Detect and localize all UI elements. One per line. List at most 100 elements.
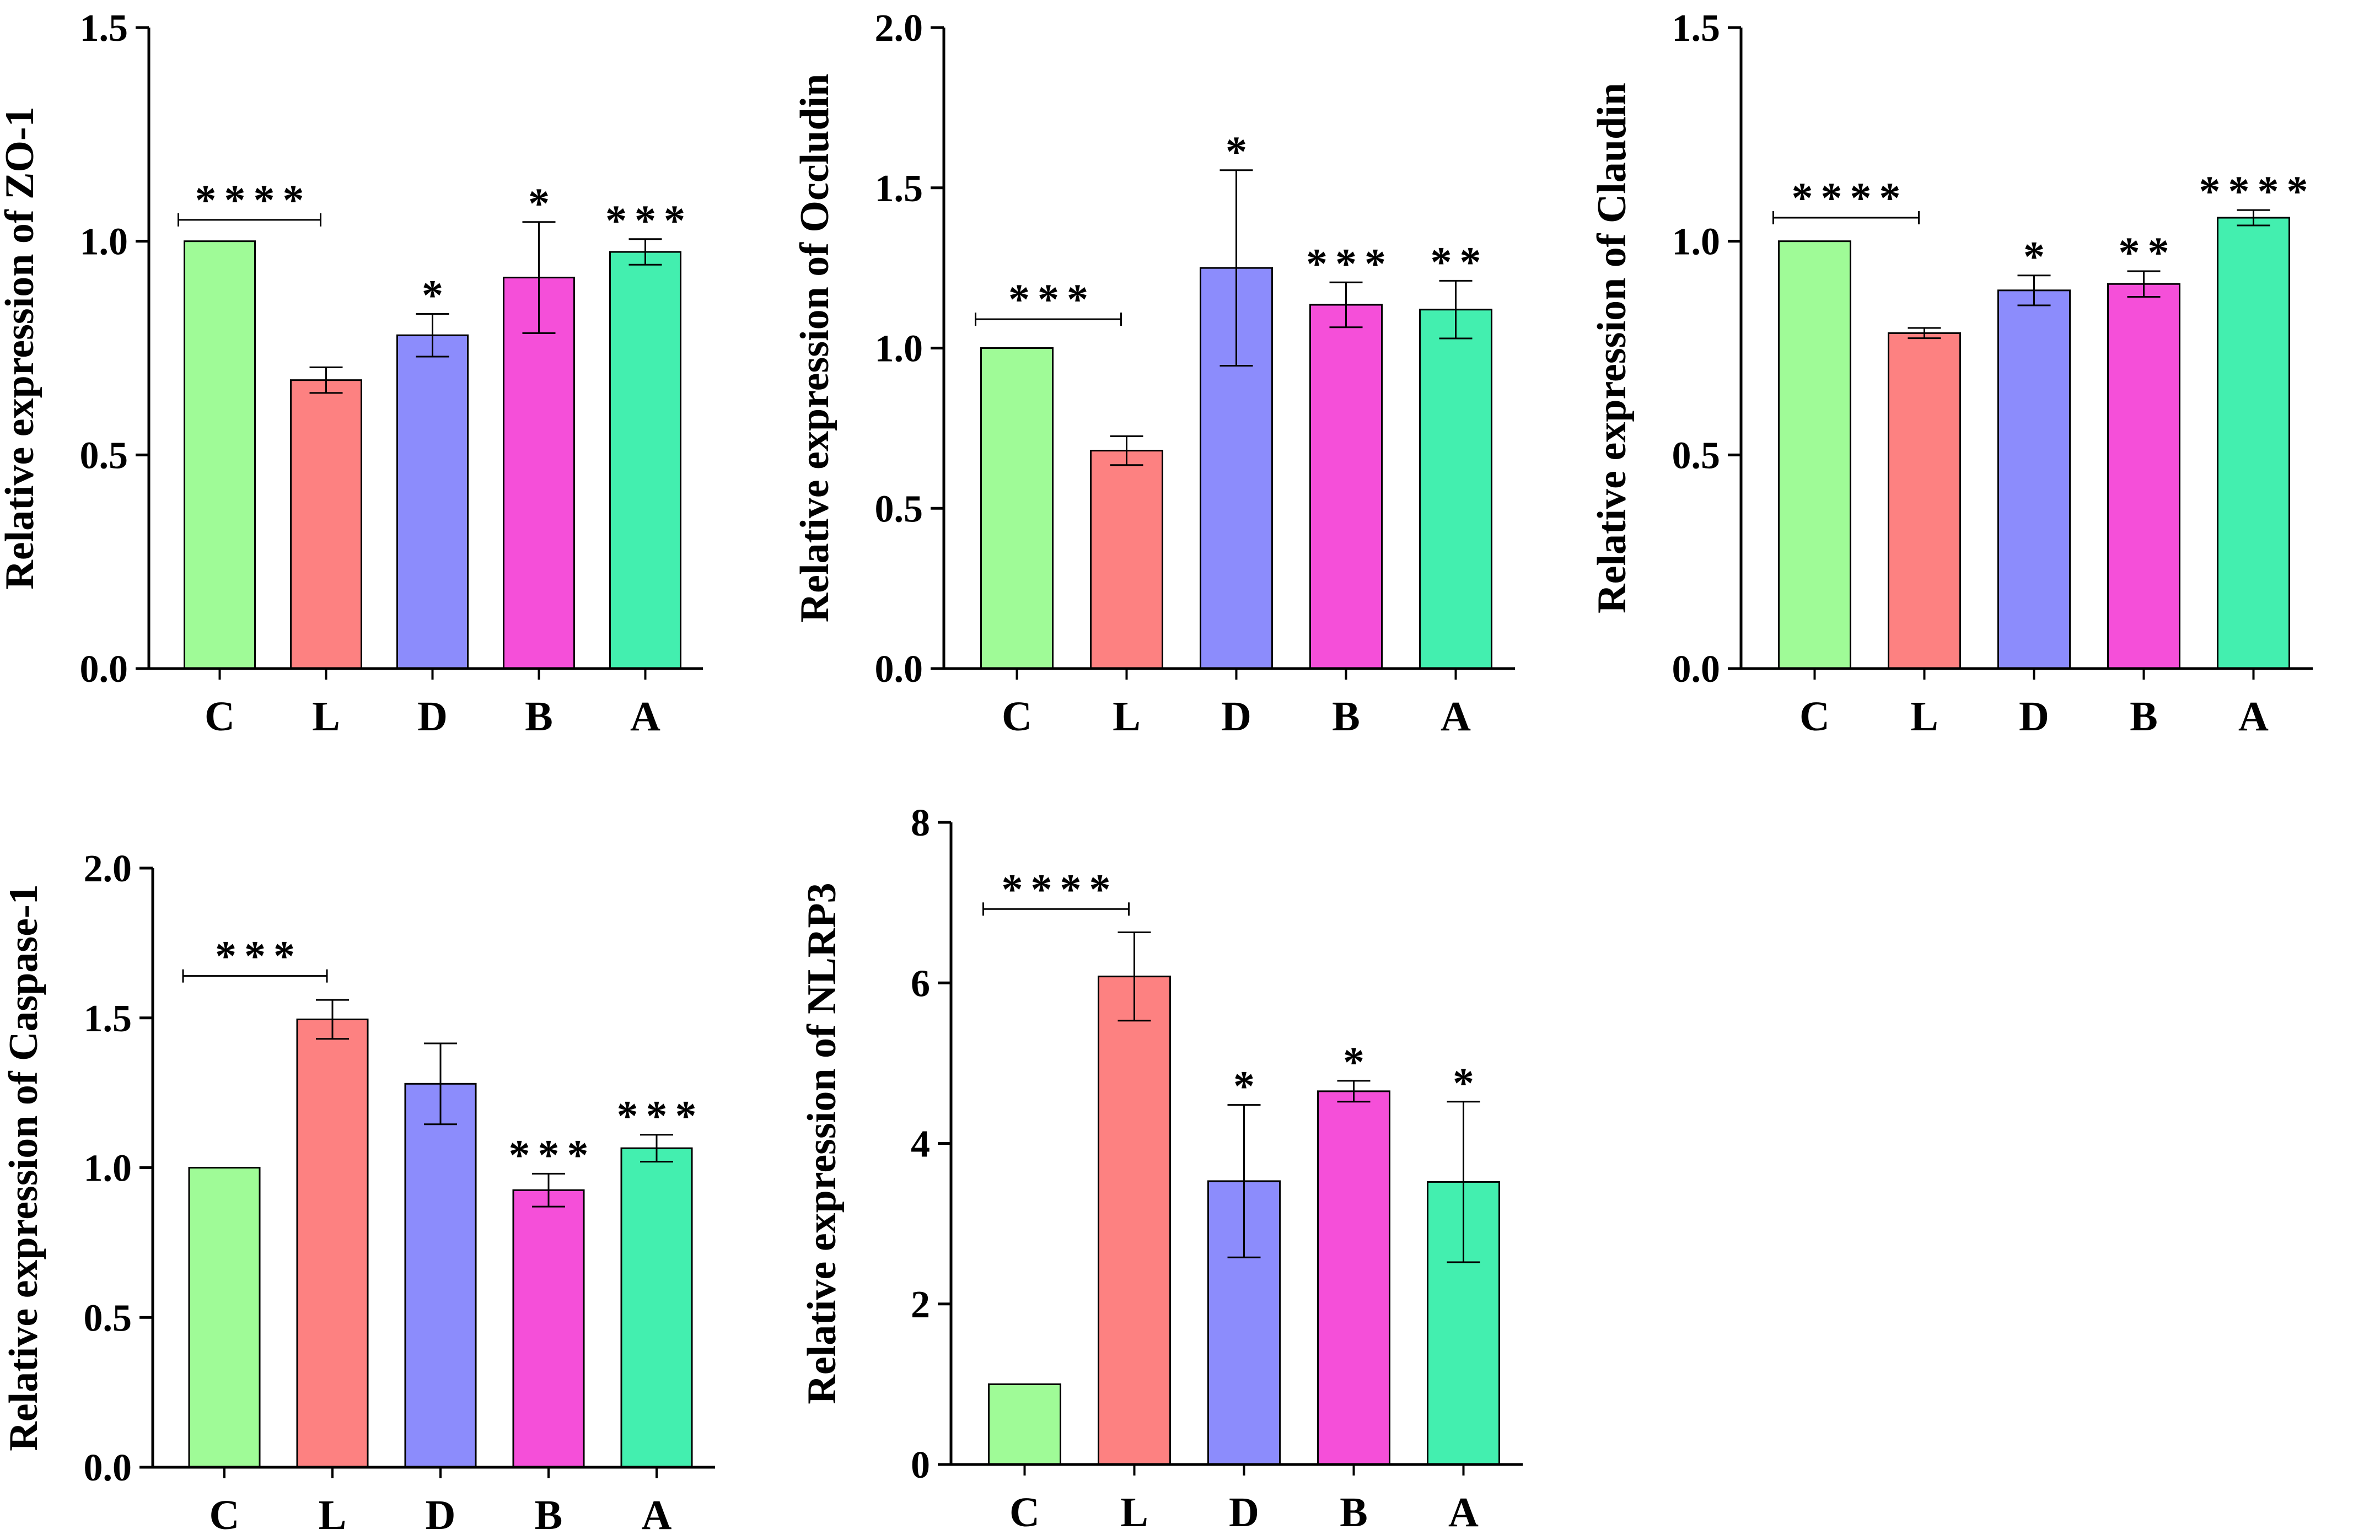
significance-label-B: *** (1306, 239, 1394, 287)
category-label-B: B (1340, 1489, 1368, 1536)
y-tick-label: 1.5 (1672, 7, 1721, 50)
bar-B (503, 277, 575, 670)
category-label-C: C (205, 693, 235, 740)
bar-B (1317, 1090, 1390, 1466)
comparison-significance-label: **** (1792, 174, 1909, 222)
bar-B (1309, 304, 1383, 670)
y-tick-label: 1.0 (80, 221, 128, 263)
significance-label-B: *** (509, 1130, 597, 1178)
bar-L (1098, 976, 1171, 1466)
category-label-L: L (1120, 1489, 1148, 1536)
category-label-A: A (1448, 1489, 1479, 1536)
y-axis-title: Relative expression of Claudin (1589, 83, 1635, 613)
significance-label-A: * (1453, 1059, 1482, 1107)
y-tick-label: 0.0 (875, 648, 923, 691)
category-label-A: A (630, 693, 660, 740)
y-tick-label: 8 (911, 802, 930, 844)
category-label-D: D (1229, 1489, 1259, 1536)
comparison-significance-label: *** (215, 932, 303, 980)
bar-L (290, 379, 362, 670)
significance-label-B: * (1343, 1038, 1372, 1086)
bar-D (396, 334, 469, 670)
bar-D (1997, 289, 2071, 670)
category-label-L: L (1113, 693, 1141, 740)
y-tick-label: 1.5 (80, 7, 128, 50)
significance-label-B: * (528, 179, 557, 227)
bar-C (188, 1167, 261, 1468)
y-tick-label: 0.0 (1672, 648, 1721, 691)
y-tick-label: 0.0 (80, 648, 128, 691)
y-tick-label: 0.5 (875, 488, 923, 530)
category-label-C: C (1009, 1489, 1040, 1536)
panel-claudin: C L * D ** B **** A 0.0 0.5 1.0 1.5 Relative express… (1589, 7, 2316, 740)
category-label-L: L (319, 1492, 347, 1538)
category-label-A: A (1441, 693, 1471, 740)
significance-label-B: ** (2119, 228, 2177, 276)
category-label-A: A (642, 1492, 672, 1538)
y-tick-label: 2 (911, 1284, 930, 1326)
category-label-A: A (2238, 693, 2269, 740)
y-tick-label: 2.0 (84, 848, 132, 890)
comparison-significance-label: *** (1008, 275, 1096, 323)
category-label-D: D (426, 1492, 456, 1538)
significance-label-A: **** (2199, 167, 2316, 215)
y-tick-label: 1.0 (1672, 221, 1721, 263)
comparison-significance-label: **** (1002, 865, 1119, 913)
bar-L (1090, 450, 1163, 670)
y-tick-label: 1.0 (84, 1148, 132, 1190)
significance-label-D: * (1226, 127, 1255, 175)
category-label-B: B (525, 693, 553, 740)
comparison-significance-label: **** (195, 176, 312, 224)
significance-label-D: * (2023, 233, 2053, 281)
category-label-B: B (1332, 693, 1360, 740)
y-tick-label: 1.0 (875, 328, 923, 370)
significance-label-A: ** (1431, 238, 1489, 286)
category-label-B: B (535, 1492, 563, 1538)
y-tick-label: 1.5 (875, 168, 923, 210)
y-tick-label: 0.5 (1672, 434, 1721, 477)
bar-A (620, 1147, 693, 1468)
bar-C (980, 347, 1054, 670)
significance-label-A: *** (605, 196, 693, 244)
category-label-D: D (2019, 693, 2049, 740)
bar-D (404, 1083, 477, 1468)
panel-occludin: C L * D *** B ** A 0.0 0.5 1.0 1.5 2.0 Relative expre… (792, 7, 1515, 740)
significance-label-A: *** (617, 1092, 705, 1140)
y-tick-label: 4 (911, 1123, 930, 1166)
bar-C (988, 1383, 1061, 1466)
y-tick-label: 0.5 (80, 434, 128, 477)
y-axis-title: Relative expression of ZO-1 (0, 106, 42, 589)
category-label-D: D (417, 693, 448, 740)
panel-caspase1: C L D *** B *** A 0.0 0.5 1.0 1.5 2.0 Relative expre… (1, 848, 715, 1538)
bar-A (609, 251, 681, 670)
category-label-L: L (312, 693, 340, 740)
bar-B (512, 1189, 585, 1468)
category-label-L: L (1910, 693, 1938, 740)
y-tick-label: 1.5 (84, 998, 132, 1040)
y-axis-title: Relative expression of Occludin (792, 74, 837, 623)
bar-L (1888, 332, 1961, 670)
y-axis-title: Relative expression of NLRP3 (799, 882, 845, 1404)
category-label-D: D (1221, 693, 1251, 740)
y-tick-label: 0.5 (84, 1297, 132, 1339)
bar-C (184, 240, 256, 670)
y-tick-label: 0 (911, 1444, 930, 1487)
category-label-C: C (1799, 693, 1830, 740)
y-tick-label: 0.0 (84, 1447, 132, 1489)
bar-A (2217, 217, 2290, 670)
category-label-C: C (1002, 693, 1032, 740)
significance-label-D: * (422, 271, 451, 319)
bar-B (2107, 283, 2180, 670)
category-label-C: C (209, 1492, 240, 1538)
bar-C (1778, 240, 1851, 670)
y-tick-label: 2.0 (875, 7, 923, 50)
significance-label-D: * (1233, 1062, 1262, 1110)
y-tick-label: 6 (911, 962, 930, 1005)
panel-nlrp3: C L * D * B * A 0 2 4 6 8 Relative expression of NLRP… (799, 802, 1523, 1536)
panel-zo1: C L * D * B *** A 0.0 0.5 1.0 1.5 Relative expressio… (0, 7, 703, 740)
y-axis-title: Relative expression of Caspase-1 (1, 884, 46, 1451)
bar-L (296, 1018, 369, 1468)
category-label-B: B (2130, 693, 2158, 740)
bar-A (1419, 309, 1492, 670)
